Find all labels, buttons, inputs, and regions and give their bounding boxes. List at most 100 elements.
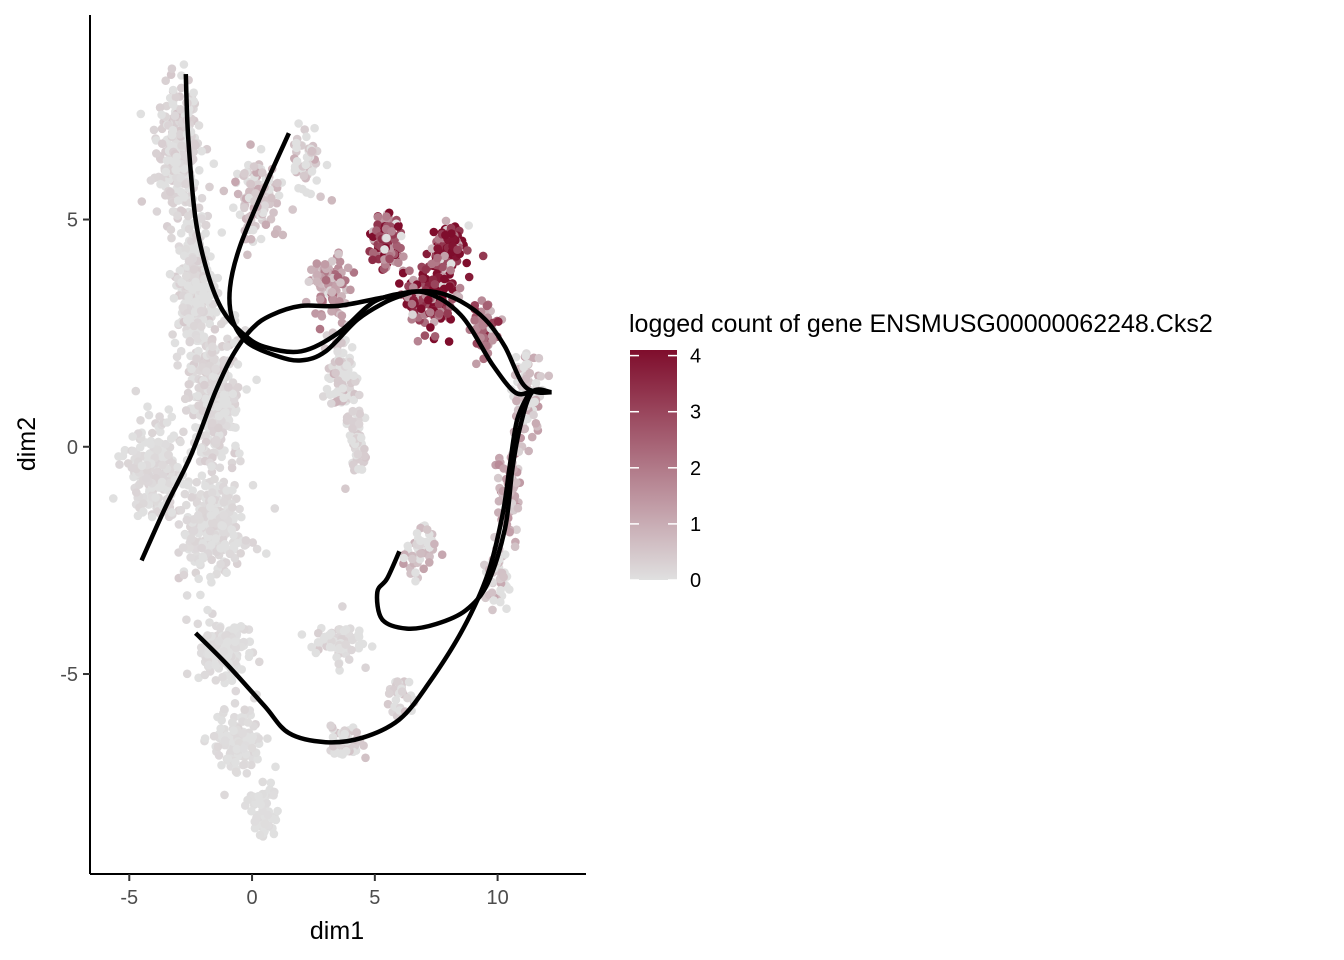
data-point xyxy=(192,354,201,364)
data-point xyxy=(531,378,541,388)
color-bar xyxy=(630,350,677,580)
data-point xyxy=(489,596,499,605)
data-point xyxy=(341,484,350,494)
data-point xyxy=(196,300,205,309)
data-point xyxy=(236,456,245,466)
data-point xyxy=(176,105,185,114)
data-point xyxy=(230,637,240,646)
x-axis-title: dim1 xyxy=(310,917,364,945)
data-point xyxy=(238,729,247,738)
data-point xyxy=(256,800,266,809)
data-point xyxy=(161,167,171,177)
data-point xyxy=(210,474,219,484)
data-point xyxy=(189,321,199,331)
data-point xyxy=(534,353,544,363)
data-point xyxy=(326,721,336,730)
data-point xyxy=(320,632,330,642)
data-point xyxy=(349,395,359,405)
data-point xyxy=(174,520,184,529)
data-point xyxy=(212,307,221,317)
data-point xyxy=(334,249,343,259)
data-point xyxy=(440,251,449,261)
data-point xyxy=(248,480,258,490)
data-point xyxy=(187,493,196,502)
data-point xyxy=(170,111,180,120)
data-point xyxy=(327,287,337,297)
data-point xyxy=(393,222,403,231)
data-point xyxy=(230,699,240,708)
data-point xyxy=(347,645,356,655)
data-point xyxy=(152,149,161,158)
data-point xyxy=(225,549,235,559)
data-point xyxy=(200,734,210,743)
data-point xyxy=(341,746,351,756)
data-point xyxy=(397,687,407,696)
data-point xyxy=(243,250,252,260)
data-point xyxy=(155,103,165,112)
data-point xyxy=(258,168,267,177)
data-point xyxy=(154,437,163,447)
data-point xyxy=(200,670,210,680)
data-point xyxy=(243,795,252,805)
data-point xyxy=(348,417,357,426)
data-point xyxy=(464,272,474,282)
data-point xyxy=(307,167,317,176)
data-point xyxy=(173,462,182,472)
data-point xyxy=(199,332,209,342)
data-point xyxy=(214,423,223,433)
data-point xyxy=(252,813,261,823)
data-point xyxy=(430,332,440,341)
data-point xyxy=(327,257,337,266)
data-point xyxy=(136,109,146,119)
data-point xyxy=(203,631,212,640)
data-point xyxy=(424,295,433,305)
data-point xyxy=(312,176,322,185)
data-point xyxy=(408,554,417,564)
data-point xyxy=(382,233,391,243)
data-point xyxy=(494,317,503,326)
data-point xyxy=(272,198,282,208)
data-point xyxy=(327,307,336,316)
data-point xyxy=(322,384,332,394)
data-point xyxy=(189,265,199,274)
data-point xyxy=(182,615,191,624)
data-point xyxy=(496,597,505,607)
data-point xyxy=(149,125,159,135)
data-point xyxy=(237,665,246,674)
data-point xyxy=(235,449,244,458)
legend-title: logged count of gene ENSMUSG00000062248.… xyxy=(629,310,1213,338)
data-point xyxy=(416,304,426,314)
legend-tick-label: 1 xyxy=(690,514,701,536)
y-axis-ticks: -5 0 5 xyxy=(60,210,90,686)
data-point xyxy=(217,319,226,329)
data-point xyxy=(189,88,198,97)
data-point xyxy=(133,511,143,521)
data-point xyxy=(399,252,408,261)
data-point xyxy=(300,125,310,134)
data-point xyxy=(441,230,450,240)
data-point xyxy=(198,282,207,292)
data-point xyxy=(229,203,238,212)
data-point xyxy=(246,234,256,244)
data-point xyxy=(368,248,378,258)
data-point xyxy=(349,268,359,277)
data-point xyxy=(200,380,209,390)
data-point xyxy=(292,138,301,148)
data-point xyxy=(242,769,252,778)
data-point xyxy=(202,367,211,376)
data-point xyxy=(344,655,354,664)
data-point xyxy=(416,549,426,558)
data-point xyxy=(214,411,224,421)
data-point xyxy=(294,119,303,128)
data-point xyxy=(240,705,249,714)
data-point xyxy=(355,409,365,419)
trajectory-curve-2 xyxy=(227,132,413,363)
data-point xyxy=(214,636,224,646)
data-point xyxy=(173,361,182,370)
data-point xyxy=(223,382,233,392)
data-point xyxy=(231,441,240,451)
data-point xyxy=(255,830,265,840)
data-point xyxy=(197,193,207,203)
data-point xyxy=(167,508,177,517)
data-point xyxy=(157,477,167,487)
